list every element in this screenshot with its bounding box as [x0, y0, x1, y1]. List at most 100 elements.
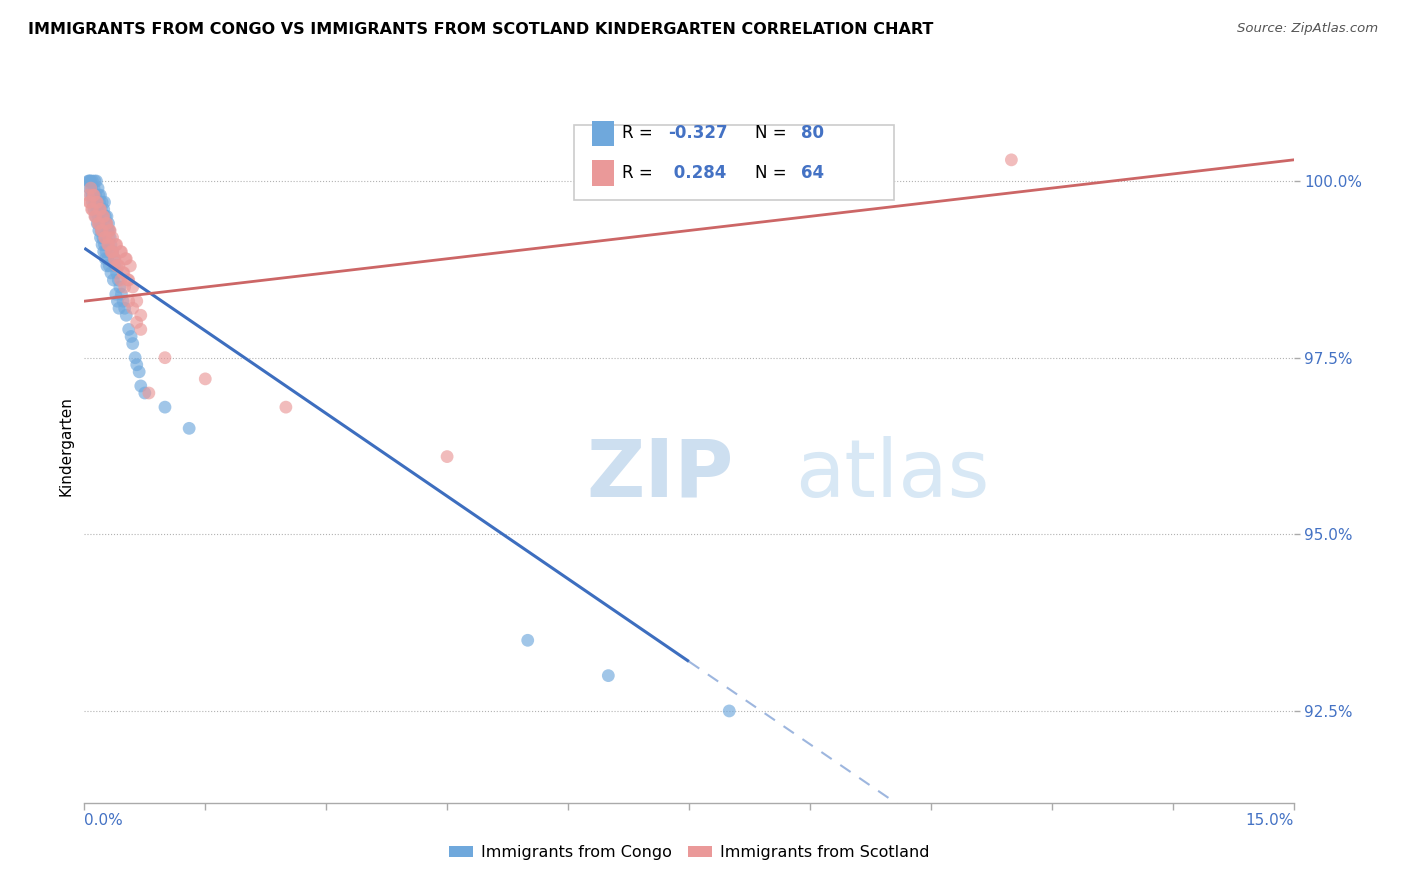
Point	[101, 244, 124, 259]
Point	[121, 280, 143, 294]
Point	[125, 358, 148, 372]
Point	[98, 223, 121, 237]
Point	[129, 379, 152, 393]
Point	[84, 210, 107, 224]
Point	[91, 237, 114, 252]
Point	[115, 308, 138, 322]
Point	[516, 633, 538, 648]
Point	[98, 223, 121, 237]
Text: 0.0%: 0.0%	[84, 814, 124, 829]
Point	[82, 195, 104, 210]
Point	[86, 195, 108, 210]
Text: 64: 64	[801, 164, 824, 182]
Point	[83, 174, 105, 188]
Point	[91, 223, 114, 237]
Point	[77, 181, 100, 195]
Text: ZIP: ZIP	[586, 435, 734, 514]
Point	[87, 216, 110, 230]
Point	[94, 216, 117, 230]
Point	[104, 237, 127, 252]
Point	[103, 273, 125, 287]
Point	[94, 252, 117, 266]
Point	[100, 237, 122, 252]
Text: -0.327: -0.327	[668, 125, 728, 143]
Point	[120, 329, 142, 343]
Point	[84, 210, 107, 224]
Point	[118, 273, 141, 287]
Point	[105, 266, 128, 280]
Point	[82, 188, 104, 202]
Point	[108, 301, 131, 316]
Point	[80, 188, 103, 202]
Text: Source: ZipAtlas.com: Source: ZipAtlas.com	[1237, 22, 1378, 36]
Point	[112, 266, 135, 280]
Point	[86, 174, 108, 188]
Point	[93, 210, 115, 224]
Point	[128, 365, 150, 379]
Point	[89, 202, 111, 217]
Point	[97, 230, 120, 244]
Point	[112, 266, 135, 280]
Point	[125, 294, 148, 309]
Point	[82, 202, 104, 217]
Point	[93, 195, 115, 210]
Point	[98, 223, 121, 237]
Bar	[592, 120, 614, 146]
Point	[83, 195, 105, 210]
Point	[87, 216, 110, 230]
Text: atlas: atlas	[796, 435, 990, 514]
Point	[93, 237, 115, 252]
Point	[153, 351, 176, 365]
Point	[89, 230, 111, 244]
Point	[96, 216, 118, 230]
Point	[598, 668, 620, 682]
Point	[86, 216, 108, 230]
Point	[93, 230, 115, 244]
Point	[97, 216, 120, 230]
Point	[108, 280, 131, 294]
Point	[110, 244, 132, 259]
Point	[97, 223, 120, 237]
Point	[83, 202, 105, 217]
Point	[129, 322, 152, 336]
Point	[194, 372, 217, 386]
Legend: Immigrants from Congo, Immigrants from Scotland: Immigrants from Congo, Immigrants from S…	[443, 838, 935, 866]
Point	[718, 704, 741, 718]
Bar	[592, 160, 614, 186]
Point	[101, 230, 124, 244]
Point	[96, 210, 118, 224]
Point	[89, 202, 111, 217]
Point	[118, 322, 141, 336]
Point	[125, 315, 148, 329]
Text: N =: N =	[755, 125, 793, 143]
Text: 15.0%: 15.0%	[1246, 814, 1294, 829]
Point	[77, 195, 100, 210]
Point	[104, 252, 127, 266]
Text: N =: N =	[755, 164, 793, 182]
Point	[82, 174, 104, 188]
Point	[107, 273, 129, 287]
Point	[80, 202, 103, 217]
Point	[87, 223, 110, 237]
Point	[114, 301, 136, 316]
Y-axis label: Kindergarten: Kindergarten	[58, 396, 73, 496]
Point	[87, 188, 110, 202]
Point	[82, 188, 104, 202]
Point	[114, 252, 136, 266]
Point	[97, 237, 120, 252]
Point	[83, 181, 105, 195]
Point	[89, 195, 111, 210]
Point	[86, 202, 108, 217]
Text: IMMIGRANTS FROM CONGO VS IMMIGRANTS FROM SCOTLAND KINDERGARTEN CORRELATION CHART: IMMIGRANTS FROM CONGO VS IMMIGRANTS FROM…	[28, 22, 934, 37]
FancyBboxPatch shape	[574, 125, 894, 200]
Point	[129, 308, 152, 322]
Point	[274, 400, 297, 414]
Point	[84, 188, 107, 202]
Point	[115, 252, 138, 266]
Point	[110, 287, 132, 301]
Point	[91, 210, 114, 224]
Point	[94, 216, 117, 230]
Text: R =: R =	[623, 164, 658, 182]
Point	[94, 210, 117, 224]
Point	[90, 202, 112, 217]
